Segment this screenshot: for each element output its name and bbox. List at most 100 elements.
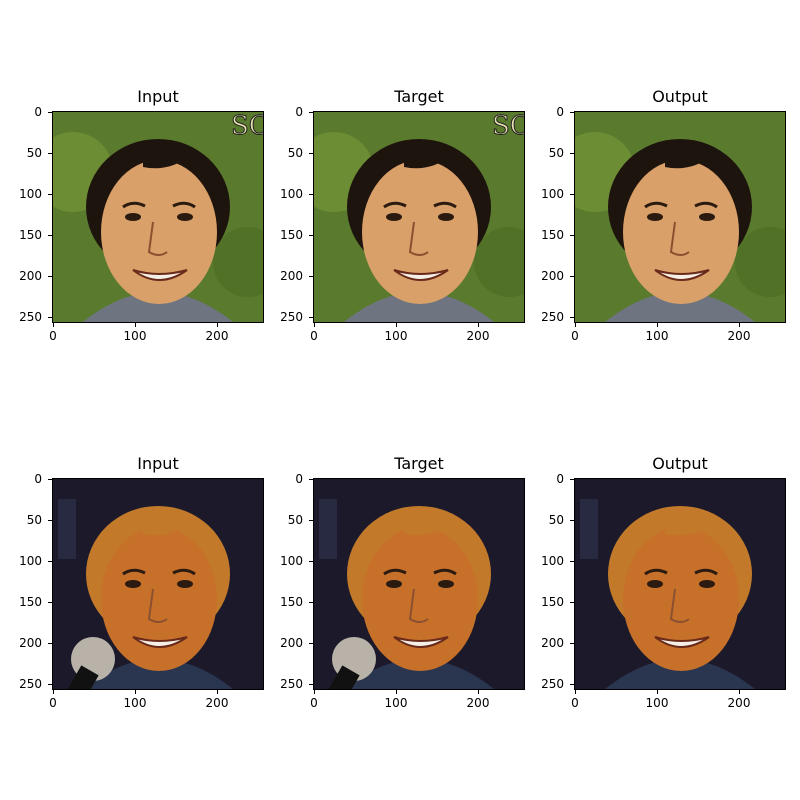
y-tick-mark xyxy=(309,479,313,480)
face-image xyxy=(574,111,786,323)
x-tick-label: 200 xyxy=(466,329,490,343)
y-tick-mark xyxy=(48,602,52,603)
x-tick-label: 200 xyxy=(727,696,751,710)
x-tick-label: 100 xyxy=(123,696,147,710)
y-tick-mark xyxy=(309,561,313,562)
svg-text:SC: SC xyxy=(231,112,263,141)
y-tick-label: 0 xyxy=(295,105,303,119)
x-tick-mark xyxy=(575,323,576,327)
y-tick-label: 200 xyxy=(541,636,564,650)
y-tick-label: 50 xyxy=(548,513,564,527)
panel-title: Target xyxy=(394,87,444,106)
y-tick-mark xyxy=(570,194,574,195)
y-tick-mark xyxy=(570,561,574,562)
y-tick-label: 50 xyxy=(26,146,42,160)
y-tick-mark xyxy=(309,602,313,603)
y-tick-mark xyxy=(309,112,313,113)
y-tick-mark xyxy=(570,520,574,521)
x-tick-mark xyxy=(314,690,315,694)
y-tick-mark xyxy=(309,235,313,236)
x-tick-label: 100 xyxy=(123,329,147,343)
panel-title: Input xyxy=(137,87,179,106)
y-tick-mark xyxy=(48,479,52,480)
y-tick-mark xyxy=(48,235,52,236)
x-tick-label: 200 xyxy=(205,696,229,710)
y-tick-mark xyxy=(48,643,52,644)
x-tick-mark xyxy=(739,323,740,327)
y-tick-mark xyxy=(48,194,52,195)
y-tick-mark xyxy=(309,684,313,685)
face-image xyxy=(52,478,264,690)
x-tick-mark xyxy=(217,690,218,694)
x-tick-mark xyxy=(135,323,136,327)
y-tick-label: 250 xyxy=(19,310,42,324)
y-tick-label: 250 xyxy=(19,677,42,691)
y-tick-label: 250 xyxy=(541,310,564,324)
panel-title: Output xyxy=(652,454,708,473)
face-image: SC xyxy=(313,111,525,323)
x-tick-label: 0 xyxy=(49,329,57,343)
y-tick-mark xyxy=(309,194,313,195)
y-tick-label: 200 xyxy=(19,269,42,283)
y-tick-label: 0 xyxy=(556,105,564,119)
panel-title: Output xyxy=(652,87,708,106)
x-tick-label: 200 xyxy=(727,329,751,343)
face-image: SC xyxy=(52,111,264,323)
y-tick-mark xyxy=(309,276,313,277)
y-tick-label: 50 xyxy=(287,146,303,160)
y-tick-label: 0 xyxy=(34,105,42,119)
y-tick-mark xyxy=(48,561,52,562)
x-tick-label: 100 xyxy=(645,696,669,710)
y-tick-label: 100 xyxy=(280,554,303,568)
y-tick-mark xyxy=(570,684,574,685)
y-tick-label: 100 xyxy=(541,187,564,201)
y-tick-mark xyxy=(48,317,52,318)
y-tick-mark xyxy=(309,153,313,154)
y-tick-label: 200 xyxy=(280,269,303,283)
y-tick-label: 100 xyxy=(541,554,564,568)
y-tick-mark xyxy=(570,602,574,603)
panel-title: Input xyxy=(137,454,179,473)
y-tick-mark xyxy=(48,112,52,113)
x-tick-mark xyxy=(217,323,218,327)
y-tick-label: 250 xyxy=(280,677,303,691)
y-tick-label: 200 xyxy=(541,269,564,283)
y-tick-mark xyxy=(570,643,574,644)
y-tick-mark xyxy=(570,479,574,480)
y-tick-label: 100 xyxy=(19,187,42,201)
y-tick-label: 50 xyxy=(548,146,564,160)
y-tick-mark xyxy=(570,112,574,113)
y-tick-label: 100 xyxy=(280,187,303,201)
x-tick-mark xyxy=(314,323,315,327)
y-tick-mark xyxy=(570,276,574,277)
y-tick-label: 50 xyxy=(26,513,42,527)
y-tick-label: 50 xyxy=(287,513,303,527)
x-tick-label: 200 xyxy=(466,696,490,710)
y-tick-label: 150 xyxy=(541,228,564,242)
x-tick-mark xyxy=(53,690,54,694)
x-tick-label: 100 xyxy=(384,329,408,343)
x-tick-label: 100 xyxy=(645,329,669,343)
y-tick-mark xyxy=(48,520,52,521)
y-tick-mark xyxy=(570,153,574,154)
y-tick-label: 0 xyxy=(295,472,303,486)
y-tick-label: 150 xyxy=(280,595,303,609)
y-tick-mark xyxy=(48,153,52,154)
x-tick-mark xyxy=(396,690,397,694)
x-tick-mark xyxy=(478,690,479,694)
y-tick-mark xyxy=(309,643,313,644)
x-tick-mark xyxy=(657,690,658,694)
y-tick-mark xyxy=(570,317,574,318)
y-tick-label: 150 xyxy=(280,228,303,242)
x-tick-mark xyxy=(135,690,136,694)
y-tick-label: 0 xyxy=(556,472,564,486)
panel-title: Target xyxy=(394,454,444,473)
face-image xyxy=(313,478,525,690)
y-tick-mark xyxy=(48,684,52,685)
x-tick-label: 0 xyxy=(310,696,318,710)
x-tick-mark xyxy=(53,323,54,327)
y-tick-label: 200 xyxy=(19,636,42,650)
y-tick-label: 250 xyxy=(280,310,303,324)
x-tick-label: 0 xyxy=(49,696,57,710)
x-tick-label: 0 xyxy=(571,696,579,710)
